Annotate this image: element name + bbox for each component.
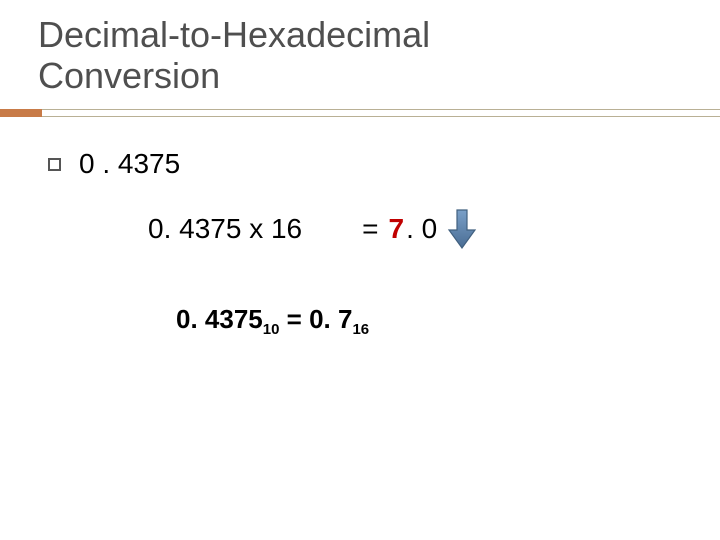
accent-block — [0, 109, 42, 117]
result-lhs-sub: 10 — [263, 321, 280, 338]
step-rest: . 0 — [406, 213, 437, 245]
down-arrow-icon — [447, 208, 477, 250]
result-rhs-sub: 16 — [352, 321, 369, 338]
bullet-text: 0 . 4375 — [79, 148, 180, 180]
multiplication-step: 0. 4375 x 16 = 7 . 0 — [148, 208, 477, 250]
bullet-row: 0 . 4375 — [48, 148, 700, 180]
title-underline — [0, 109, 720, 117]
result-rhs-num: 0. 7 — [309, 304, 352, 334]
accent-line-bottom — [42, 116, 720, 117]
slide-title-block: Decimal-to-Hexadecimal Conversion — [0, 0, 720, 97]
title-line-1: Decimal-to-Hexadecimal — [38, 14, 720, 55]
content-area: 0 . 4375 0. 4375 x 16 = 7 . 0 0. 437510 … — [48, 148, 700, 180]
result-mid: = — [279, 304, 309, 334]
title-line-2: Conversion — [38, 55, 720, 96]
result-equation: 0. 437510 = 0. 716 — [176, 304, 369, 338]
step-highlight-digit: 7 — [388, 213, 404, 245]
step-equals: = — [362, 213, 378, 245]
accent-line-top — [42, 109, 720, 110]
result-lhs-num: 0. 4375 — [176, 304, 263, 334]
square-bullet-icon — [48, 158, 61, 171]
step-lhs: 0. 4375 x 16 — [148, 213, 302, 245]
